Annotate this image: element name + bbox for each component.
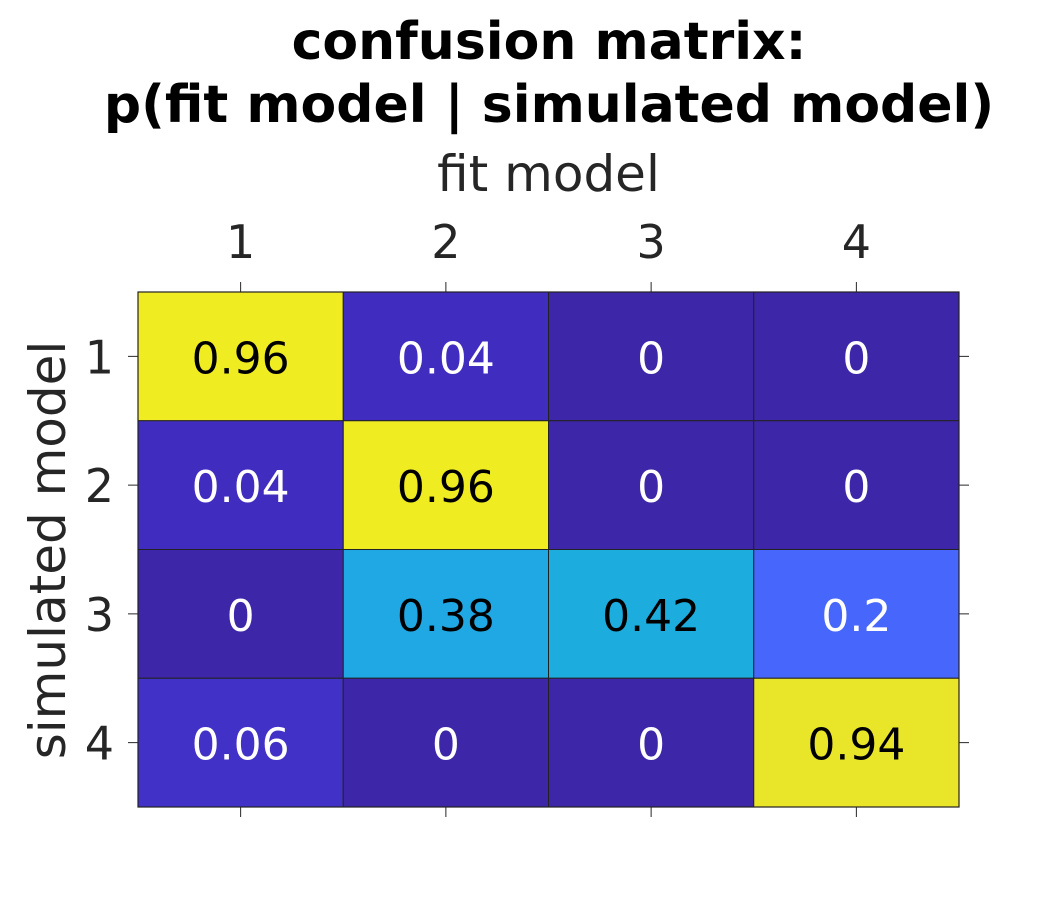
heatmap-cell-r4-c1 xyxy=(137,677,344,808)
chart-title-line-1: confusion matrix: xyxy=(291,12,807,72)
cell-value-label-r1-c4: 0 xyxy=(842,333,870,384)
x-tick-label-2: 2 xyxy=(431,215,460,269)
cell-value-label-r2-c2: 0.96 xyxy=(397,462,495,513)
cell-value-label-r3-c4: 0.2 xyxy=(821,591,891,642)
cell-value-label-r4-c2: 0 xyxy=(432,720,460,771)
cell-value-label-r4-c3: 0 xyxy=(637,720,665,771)
cell-value-label-r4-c4: 0.94 xyxy=(807,720,905,771)
cell-value-label-r1-c1: 0.96 xyxy=(192,333,290,384)
heatmap-cell-r2-c3 xyxy=(548,420,755,550)
heatmap-cell-r3-c2 xyxy=(342,549,549,679)
y-tick-label-2: 2 xyxy=(85,459,114,513)
plot-border xyxy=(137,291,960,808)
heatmap-cell-r4-c2 xyxy=(342,677,549,808)
x-tick-label-3: 3 xyxy=(636,215,665,269)
cell-value-label-r2-c4: 0 xyxy=(842,462,870,513)
heatmap-cell-r4-c4 xyxy=(753,677,960,808)
cell-value-label-r3-c1: 0 xyxy=(227,591,255,642)
y-tick-label-3: 3 xyxy=(85,588,114,642)
chart-title-line-2: p(fit model | simulated model) xyxy=(103,75,995,135)
cell-value-label-r3-c2: 0.38 xyxy=(397,591,495,642)
y-tick-label-4: 4 xyxy=(85,717,114,771)
cell-value-label-r2-c1: 0.04 xyxy=(192,462,290,513)
heatmap-cell-r3-c3 xyxy=(548,549,755,679)
x-axis-label: fit model xyxy=(437,145,660,203)
y-tick-label-1: 1 xyxy=(85,330,114,384)
x-tick-label-4: 4 xyxy=(842,215,871,269)
cell-value-label-r1-c3: 0 xyxy=(637,333,665,384)
x-tick-label-1: 1 xyxy=(226,215,255,269)
cell-value-label-r1-c2: 0.04 xyxy=(397,333,495,384)
heatmap-cell-r4-c3 xyxy=(548,677,755,808)
heatmap-cell-r2-c2 xyxy=(342,420,549,550)
heatmap-cell-r2-c4 xyxy=(753,420,960,550)
cell-value-label-r3-c3: 0.42 xyxy=(602,591,700,642)
cell-value-label-r2-c3: 0 xyxy=(637,462,665,513)
cell-value-label-r4-c1: 0.06 xyxy=(192,720,290,771)
